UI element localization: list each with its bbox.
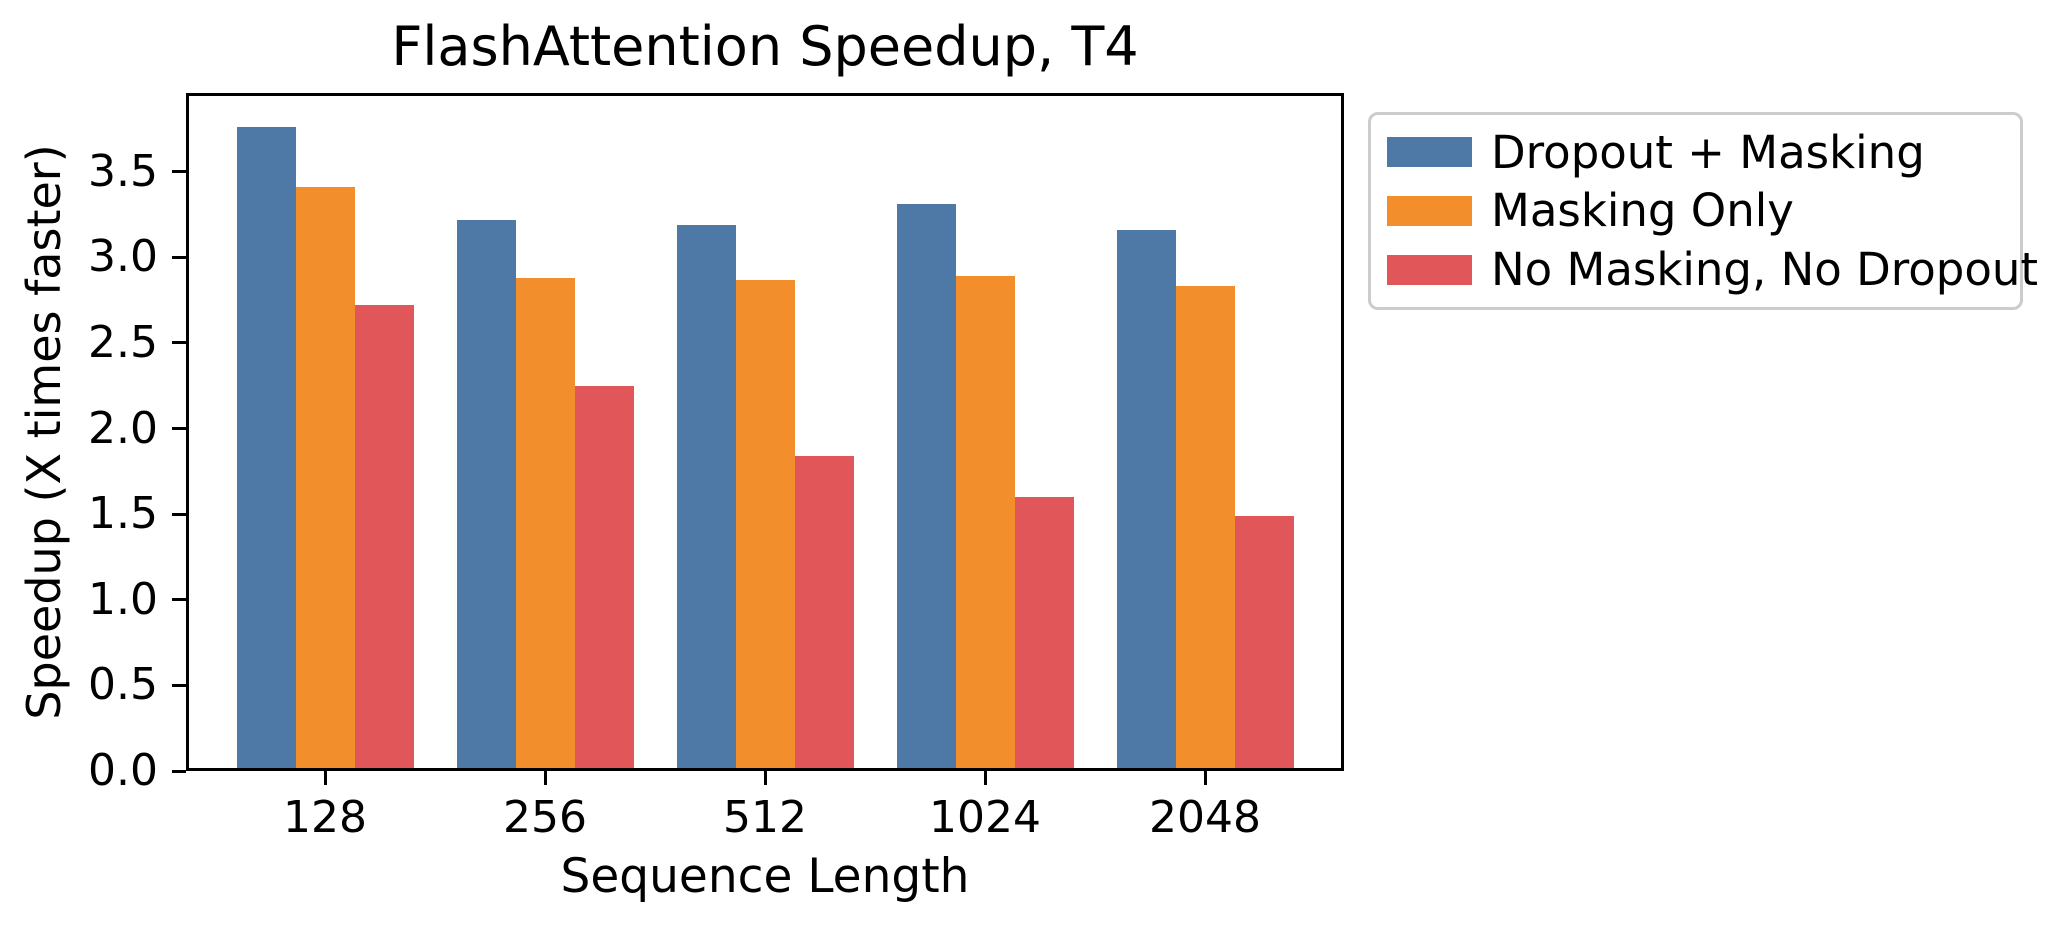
bar (515, 277, 575, 771)
x-axis-tick-label: 256 (503, 792, 587, 843)
bar (676, 224, 736, 771)
legend: Dropout + Masking Masking Only No Masking,… (1368, 112, 2038, 310)
legend-item: Dropout + Masking (1387, 123, 2020, 181)
legend-label: Masking Only (1491, 184, 1794, 238)
bar (456, 219, 516, 771)
y-axis-tick-label: 3.0 (88, 231, 158, 283)
y-axis-tick (172, 598, 186, 602)
chart-title: FlashAttention Speedup, T4 (391, 15, 1139, 78)
y-axis-tick-label: 0.5 (88, 659, 158, 711)
x-axis-tick-label: 512 (723, 792, 807, 843)
y-axis-tick-label: 1.0 (88, 573, 158, 625)
bar (1014, 497, 1074, 771)
x-axis-tick (543, 771, 547, 785)
bar (574, 385, 634, 771)
y-axis-tick (172, 427, 186, 431)
x-axis-tick (763, 771, 767, 785)
legend-swatch (1387, 137, 1472, 168)
y-axis-label: Speedup (X times faster) (17, 144, 71, 720)
x-axis-tick-label: 2048 (1149, 792, 1261, 843)
x-axis-label: Sequence Length (560, 849, 970, 904)
bar (955, 276, 1015, 771)
bar (1116, 229, 1176, 771)
x-axis-tick-label: 128 (283, 792, 367, 843)
y-axis-tick-label: 2.0 (88, 402, 158, 454)
bar (1175, 286, 1235, 771)
bars-layer (186, 93, 1344, 771)
bar (896, 204, 956, 771)
legend-swatch (1387, 195, 1472, 226)
bar (236, 127, 296, 771)
y-axis-tick-label: 3.5 (88, 145, 158, 197)
y-axis-tick (172, 512, 186, 516)
y-axis-tick-label: 2.5 (88, 316, 158, 368)
y-axis-tick-label: 1.5 (88, 488, 158, 540)
bar (295, 187, 355, 771)
y-axis-tick (172, 255, 186, 259)
legend-label: Dropout + Masking (1491, 125, 1925, 179)
legend-label: No Masking, No Dropout (1491, 243, 2039, 297)
x-axis-tick-label: 1024 (929, 792, 1041, 843)
y-axis-tick (172, 683, 186, 687)
y-axis-tick-label: 0.0 (88, 745, 158, 796)
legend-item: No Masking, No Dropout (1387, 241, 2038, 299)
bar (354, 305, 414, 771)
y-axis-tick (172, 769, 186, 773)
x-axis-tick (983, 771, 987, 785)
bar (794, 455, 854, 771)
y-axis-tick (172, 170, 186, 174)
legend-swatch (1387, 254, 1472, 285)
x-axis-tick (323, 771, 327, 785)
x-axis-tick (1203, 771, 1207, 785)
bar (1234, 515, 1294, 771)
bar (735, 279, 795, 771)
y-axis-tick (172, 341, 186, 345)
legend-item: Masking Only (1387, 182, 2020, 240)
